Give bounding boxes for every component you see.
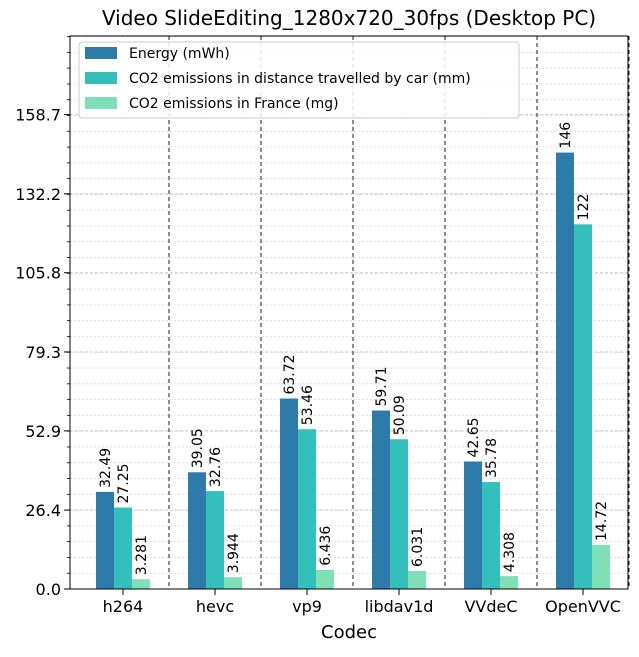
y-tick-label: 105.8 bbox=[15, 264, 61, 283]
separator-layer bbox=[168, 36, 630, 589]
grid-layer bbox=[70, 36, 628, 590]
x-axis-label: Codec bbox=[321, 622, 377, 643]
legend-swatch bbox=[85, 47, 117, 59]
bar-hevc-3 bbox=[224, 577, 242, 589]
bar-VVdeC-2 bbox=[482, 482, 500, 589]
bar-libdav1d-1 bbox=[372, 410, 390, 589]
legend-label: Energy (mWh) bbox=[129, 46, 230, 62]
x-tick-label: h264 bbox=[103, 597, 144, 616]
bar-h264-3 bbox=[132, 579, 150, 589]
bar-libdav1d-3 bbox=[408, 570, 426, 589]
bar-vp9-1 bbox=[280, 398, 298, 589]
data-label: 6.031 bbox=[410, 527, 426, 567]
data-label: 59.71 bbox=[374, 366, 390, 406]
data-label: 35.78 bbox=[484, 438, 500, 478]
chart-title: Video SlideEditing_1280x720_30fps (Deskt… bbox=[102, 6, 596, 30]
legend-label: CO2 emissions in distance travelled by c… bbox=[129, 71, 471, 87]
legend-label: CO2 emissions in France (mg) bbox=[129, 96, 339, 112]
bar-hevc-2 bbox=[206, 491, 224, 589]
legend: Energy (mWh) CO2 emissions in distance tr… bbox=[78, 41, 520, 119]
x-tick-label: OpenVVC bbox=[545, 597, 621, 616]
data-label: 14.72 bbox=[594, 501, 610, 541]
plot-frame bbox=[69, 35, 629, 590]
data-label: 39.05 bbox=[190, 428, 206, 468]
x-tick-label: vp9 bbox=[292, 597, 322, 616]
legend-items: Energy (mWh) CO2 emissions in distance tr… bbox=[85, 46, 471, 112]
x-tick-label: VVdeC bbox=[464, 597, 517, 616]
y-tick-label: 158.7 bbox=[15, 106, 61, 125]
bar-libdav1d-2 bbox=[390, 439, 408, 589]
bar-OpenVVC-1 bbox=[556, 152, 574, 590]
legend-box bbox=[78, 41, 520, 119]
data-label: 6.436 bbox=[318, 526, 334, 566]
x-tick-label: hevc bbox=[196, 597, 234, 616]
data-label: 122 bbox=[576, 194, 592, 221]
data-label: 32.49 bbox=[98, 448, 114, 488]
legend-swatch bbox=[85, 97, 117, 109]
data-label: 42.65 bbox=[466, 417, 482, 457]
bar-hevc-1 bbox=[188, 472, 206, 589]
bar-h264-2 bbox=[114, 507, 132, 589]
x-tick-label: libdav1d bbox=[365, 597, 434, 616]
bar-h264-1 bbox=[96, 491, 114, 589]
data-label: 4.308 bbox=[502, 532, 518, 572]
bar-OpenVVC-2 bbox=[574, 224, 592, 590]
bar-layer bbox=[96, 152, 610, 590]
data-label: 3.281 bbox=[134, 535, 150, 575]
data-label: 146 bbox=[558, 122, 574, 149]
data-label-layer: 32.49 27.25 3.281 39.05 32.76 3.944 63.7253.46… bbox=[98, 122, 610, 575]
bar-vp9-2 bbox=[298, 429, 316, 589]
axis-layer: 0.0 26.4 52.9 79.3 105.8 132.2 158.7 h264 hevc vp… bbox=[15, 36, 621, 616]
y-tick-label: 79.3 bbox=[25, 343, 61, 362]
bar-vp9-3 bbox=[316, 569, 334, 589]
data-label: 63.72 bbox=[282, 354, 298, 394]
bar-VVdeC-1 bbox=[464, 461, 482, 589]
data-label: 32.76 bbox=[208, 447, 224, 487]
bar-OpenVVC-3 bbox=[592, 544, 610, 589]
data-label: 27.25 bbox=[116, 463, 132, 503]
data-label: 53.46 bbox=[300, 385, 316, 425]
y-tick-label: 132.2 bbox=[15, 185, 61, 204]
y-tick-label: 0.0 bbox=[36, 580, 61, 599]
bar-VVdeC-3 bbox=[500, 576, 518, 589]
data-label: 50.09 bbox=[392, 395, 408, 435]
y-tick-label: 26.4 bbox=[25, 501, 61, 520]
data-label: 3.944 bbox=[226, 533, 242, 573]
legend-swatch bbox=[85, 72, 117, 84]
y-tick-label: 52.9 bbox=[25, 422, 61, 441]
